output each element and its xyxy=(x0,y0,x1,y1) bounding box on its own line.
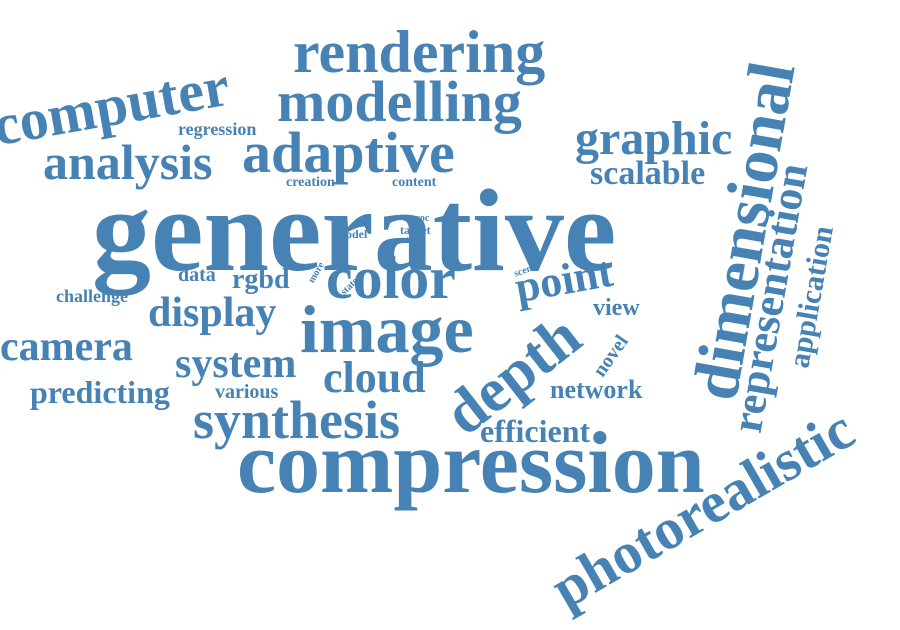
word-challenge: challenge xyxy=(56,286,128,306)
word-data: data xyxy=(178,264,216,286)
word-efficient: efficient xyxy=(480,413,591,449)
word-camera: camera xyxy=(0,324,133,370)
word-predicting: predicting xyxy=(30,374,170,410)
word-graphic: graphic xyxy=(575,112,733,165)
word-regression: regression xyxy=(178,119,257,139)
word-rgbd: rgbd xyxy=(232,264,290,295)
word-system: system xyxy=(175,341,297,387)
word-modelling: modelling xyxy=(277,69,522,134)
word-cloud: cloud xyxy=(323,353,426,402)
word-creation: creation xyxy=(286,175,335,190)
word-image: image xyxy=(300,291,474,367)
word-various: various xyxy=(215,381,279,403)
word-novel: novel xyxy=(588,331,633,381)
word-proc: proc xyxy=(410,213,430,224)
word-target: target xyxy=(400,223,431,237)
word-color: color xyxy=(326,245,456,311)
word-network: network xyxy=(550,375,643,404)
word-content: content xyxy=(392,175,437,190)
word-display: display xyxy=(148,290,277,336)
word-scalable: scalable xyxy=(590,155,706,192)
word-rendering: rendering xyxy=(293,19,546,85)
word-analysis: analysis xyxy=(43,134,213,190)
word-text: text xyxy=(406,235,419,244)
word-adaptive: adaptive xyxy=(242,120,455,185)
word-model: model xyxy=(336,227,368,241)
word-compression: compression xyxy=(237,415,705,512)
word-view: view xyxy=(593,295,640,321)
word-synthesis: synthesis xyxy=(193,390,401,450)
word-generative: generative xyxy=(92,165,617,296)
